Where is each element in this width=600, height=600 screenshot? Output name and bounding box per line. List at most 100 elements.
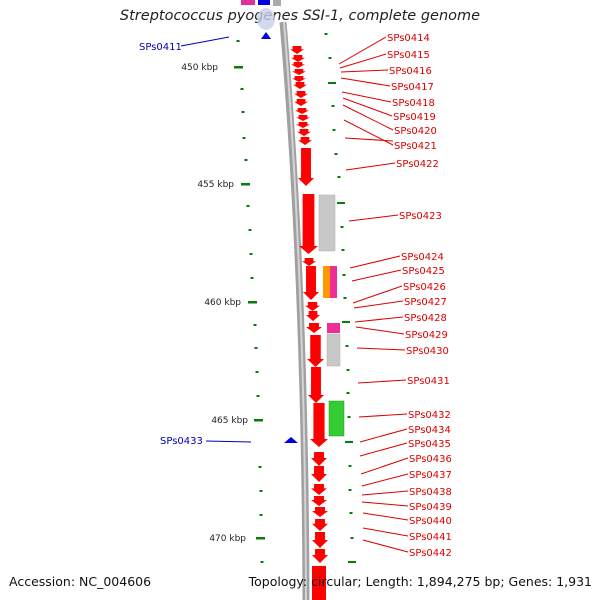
label-leader-14 [353,300,404,309]
label-leader-13 [352,285,403,304]
label-leader-19 [358,413,408,418]
gene-label-SPs0432[interactable]: SPs0432 [408,410,451,421]
forward-gene-arrow-10 [296,122,310,128]
label-leader-12 [351,269,402,282]
forward-gene-arrow-1 [291,55,305,62]
gene-label-SPs0411[interactable]: SPs0411 [139,42,182,53]
outer-tick-4 [332,129,336,131]
outer-tick-14 [346,369,350,371]
forward-gene-arrow-2 [291,62,305,68]
major-tick-4 [256,537,265,540]
outer-tick-15 [346,392,350,394]
gene-label-SPs0437[interactable]: SPs0437 [409,470,452,481]
forward-gene-arrow-18 [306,311,320,321]
label-leader-7 [343,119,394,146]
forward-gene-arrow-3 [292,69,306,75]
gene-label-SPs0419[interactable]: SPs0419 [393,112,436,123]
forward-gene-arrow-19 [306,323,322,333]
outer-tick-17 [345,441,353,443]
forward-gene-arrow-16 [303,266,319,300]
label-leader-15 [354,316,404,323]
major-tick-2 [248,301,257,304]
gene-label-SPs0425[interactable]: SPs0425 [402,266,445,277]
inner-minor-tick-1 [240,88,244,90]
outer-tick-20 [349,512,353,514]
outer-tick-0 [324,33,328,35]
label-leader-4 [341,91,392,103]
outer-tick-7 [337,202,345,204]
forward-gene-arrow-20 [307,335,324,367]
gene-label-SPs0417[interactable]: SPs0417 [391,82,434,93]
forward-gene-arrow-7 [294,99,308,106]
gene-label-SPs0435[interactable]: SPs0435 [408,439,451,450]
gene-label-SPs0422[interactable]: SPs0422 [396,159,439,170]
gene-label-SPs0416[interactable]: SPs0416 [389,66,432,77]
label-leader-9 [345,162,396,171]
forward-gene-arrow-29 [312,532,328,548]
gene-label-SPs0427[interactable]: SPs0427 [404,297,447,308]
label-leader-1 [339,53,387,69]
scale-label-465: 465 kbp [211,416,248,426]
forward-gene-arrow-17 [305,302,320,311]
gene-label-SPs0421[interactable]: SPs0421 [394,141,437,152]
inner-minor-tick-0 [236,40,240,42]
forward-gene-arrow-14 [299,194,318,254]
outer-tick-13 [345,345,349,347]
gene-label-SPs0415[interactable]: SPs0415 [387,50,430,61]
label-leader-2 [340,69,389,73]
forward-gene-arrow-24 [311,466,327,482]
label-leader-16 [355,326,405,335]
inner-minor-tick-5 [246,205,250,207]
outer-tick-18 [348,465,352,467]
inner-minor-tick-3 [242,137,246,139]
forward-gene-arrow-9 [296,115,310,121]
major-tick-0 [234,66,243,69]
forward-gene-arrow-21 [308,367,324,403]
outer-tick-16 [347,416,351,418]
forward-gene-arrow-15 [302,258,316,266]
gene-label-SPs0431[interactable]: SPs0431 [407,376,450,387]
gene-label-SPs0433[interactable]: SPs0433 [160,436,203,447]
forward-gene-arrow-27 [312,507,328,517]
forward-gene-block-bottom [312,566,326,600]
forward-gene-arrow-13 [298,148,314,186]
outer-tick-3 [331,105,335,107]
forward-gene-arrow-8 [295,108,309,114]
gene-label-SPs0428[interactable]: SPs0428 [404,313,447,324]
gene-label-SPs0424[interactable]: SPs0424 [401,252,444,263]
forward-gene-arrow-30 [312,549,328,563]
gene-label-SPs0414[interactable]: SPs0414 [387,33,430,44]
gene-label-SPs0423[interactable]: SPs0423 [399,211,442,222]
outer-tick-21 [350,537,354,539]
inner-minor-tick-16 [260,561,264,563]
gene-label-SPs0418[interactable]: SPs0418 [392,98,435,109]
map-title: Streptococcus pyogenes SSI-1, complete g… [119,8,481,24]
inner-minor-tick-14 [259,490,263,492]
label-leader-27 [362,527,409,537]
gene-label-SPs0438[interactable]: SPs0438 [409,487,452,498]
top-feature-gray [273,0,281,6]
gene-label-SPs0441[interactable]: SPs0441 [409,532,452,543]
gene-label-SPs0430[interactable]: SPs0430 [406,346,449,357]
gene-label-SPs0426[interactable]: SPs0426 [403,282,446,293]
forward-gene-arrow-6 [294,91,308,98]
gene-label-SPs0440[interactable]: SPs0440 [409,516,452,527]
inner-minor-tick-15 [259,514,263,516]
gray-feature-2 [326,333,341,367]
gene-label-SPs0442[interactable]: SPs0442 [409,548,452,559]
gene-label-SPs0429[interactable]: SPs0429 [405,330,448,341]
outer-tick-12 [342,321,350,323]
forward-gene-arrow-4 [292,76,306,82]
outer-tick-8 [340,226,344,228]
reverse-gene-SPs0411 [261,32,271,39]
gene-label-SPs0436[interactable]: SPs0436 [409,454,452,465]
scale-ticks [234,33,356,563]
major-tick-1 [241,183,250,186]
outer-tick-10 [342,274,346,276]
inner-minor-tick-12 [256,395,260,397]
inner-minor-tick-11 [255,371,259,373]
gene-label-SPs0439[interactable]: SPs0439 [409,502,452,513]
gene-label-SPs0434[interactable]: SPs0434 [408,425,451,436]
gene-label-SPs0420[interactable]: SPs0420 [394,126,437,137]
